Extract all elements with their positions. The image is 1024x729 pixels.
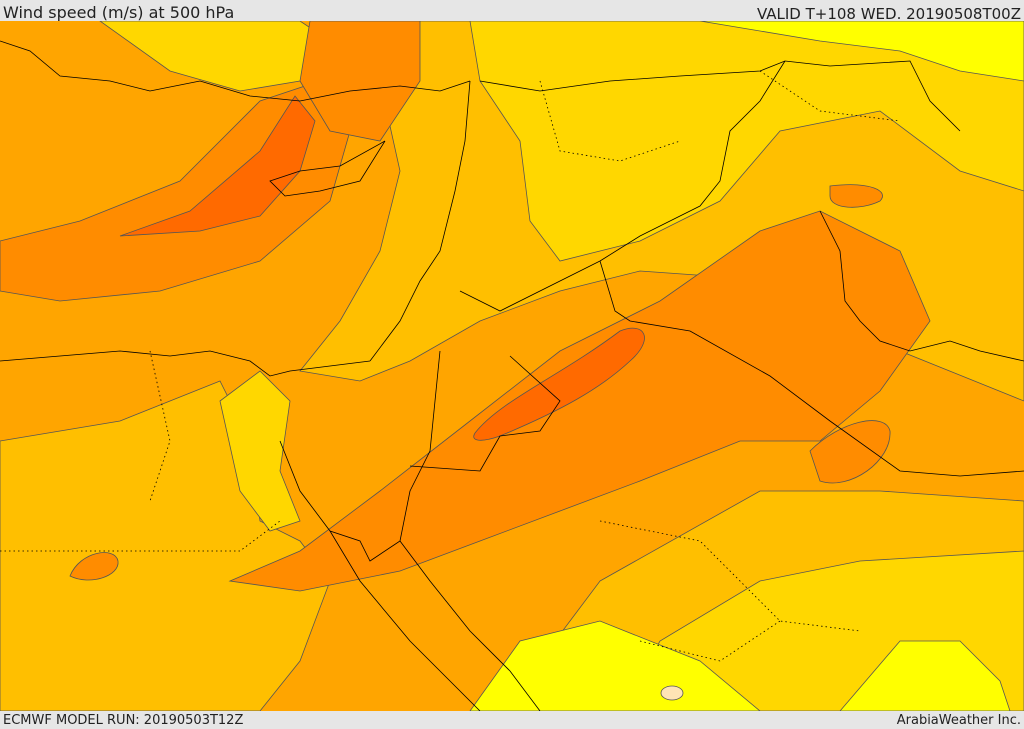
calm-patch	[660, 685, 684, 701]
coastline-suez	[279, 350, 441, 562]
coastline-turkey	[0, 40, 471, 102]
model-run: ECMWF MODEL RUN: 20190503T12Z	[3, 713, 244, 728]
coastline-redsea	[329, 530, 541, 711]
band-yellow-ne	[699, 21, 1024, 82]
border-jordan	[409, 260, 601, 472]
footer-bar	[0, 711, 1024, 729]
coastline-levant	[369, 80, 471, 362]
band-core-jet	[473, 327, 645, 441]
credit-label: ArabiaWeather Inc.	[896, 713, 1021, 728]
map-title: Wind speed (m/s) at 500 hPa	[3, 3, 235, 22]
valid-time: VALID T+108 WED. 20190508T00Z	[756, 5, 1021, 23]
header-bar	[0, 0, 1024, 21]
band-orange-jet	[228, 210, 931, 592]
coastline-egypt	[0, 350, 371, 377]
band-yellow-se	[469, 620, 761, 711]
border-syria	[479, 60, 961, 132]
band-gold-sinai	[219, 370, 301, 532]
band-orange-ne	[829, 184, 883, 208]
wind-speed-map[interactable]	[0, 21, 1024, 711]
border-iraq-saudi	[599, 260, 1024, 477]
band-core-west	[119, 95, 316, 237]
band-orange-islet	[69, 552, 119, 581]
band-yellow-se2	[839, 640, 1011, 711]
province-lines	[0, 70, 901, 662]
border-iraq-syria	[599, 60, 786, 262]
band-orange-north	[299, 21, 421, 142]
coastline-gulf	[819, 210, 1024, 362]
coastline-cyprus	[269, 140, 386, 197]
